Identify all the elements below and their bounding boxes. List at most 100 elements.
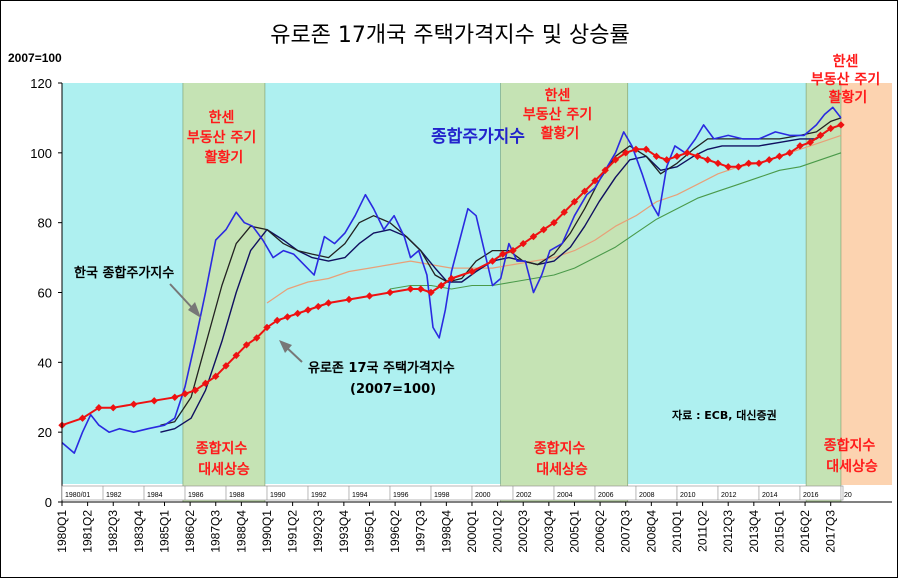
bull-label-1: 종합지수 대세상승 [196, 440, 252, 478]
housing-marker [447, 274, 456, 283]
boom-label-3-line3: 활황기 [829, 89, 868, 106]
x-tick-label: 2008Q4 [644, 510, 658, 553]
boom-label-2-line2: 부동산 주기 [523, 106, 592, 123]
x-tick-label: 1986Q2 [183, 510, 197, 553]
housing-marker [201, 379, 210, 387]
year-label: 1984 [147, 492, 163, 499]
y-tick-label: 40 [38, 355, 52, 370]
x-tick-label: 1996Q2 [388, 510, 402, 553]
housing-markers [58, 121, 845, 429]
housing-marker [673, 152, 681, 160]
x-tick-label: 1993Q4 [337, 510, 351, 553]
housing-marker [622, 149, 630, 157]
kospi-blue-label: 종합주가지수 [431, 126, 525, 147]
boom-label-3-line1: 한센 [833, 54, 859, 70]
year-label: 2002 [516, 492, 532, 499]
forecast-region [840, 83, 892, 485]
series-line-4 [266, 134, 842, 304]
housing-marker [437, 281, 445, 290]
housing-marker [386, 288, 394, 297]
boom-label-1-line2: 부동산 주기 [187, 129, 256, 146]
x-tick-label: 2012Q3 [721, 510, 735, 553]
housing-marker [212, 372, 220, 381]
housing-marker [283, 313, 292, 321]
y-axis-unit-label: 2007=100 [8, 51, 62, 65]
housing-marker [581, 187, 589, 195]
y-tick-label: 0 [45, 495, 52, 510]
housing-marker [663, 156, 671, 164]
bull-label-2: 종합지수 대세상승 [534, 440, 590, 478]
y-tick-label: 100 [30, 146, 52, 161]
year-label: 2016 [803, 492, 819, 499]
housing-marker [314, 302, 322, 311]
housing-marker [324, 299, 333, 307]
x-tick-label: 2017Q3 [824, 510, 838, 553]
x-tick-label: 2011Q2 [696, 510, 710, 552]
housing-marker [345, 295, 353, 304]
x-tick-label: 2013Q4 [747, 510, 761, 553]
housing-marker [745, 159, 753, 167]
year-label: 1980/01 [65, 492, 90, 499]
year-label: 2014 [762, 492, 778, 499]
series-line-1 [61, 106, 842, 454]
year-label: 2012 [721, 492, 737, 499]
boom-label-3-line2: 부동산 주기 [811, 71, 880, 88]
housing-marker [570, 198, 579, 206]
housing-marker [417, 285, 425, 293]
series-line-5 [389, 152, 842, 290]
x-tick-label: 2003Q4 [542, 510, 556, 553]
bull-label-2-line1: 종합지수 [534, 440, 586, 457]
y-tick-label: 80 [38, 216, 52, 231]
housing-marker [273, 316, 281, 325]
boom-label-2: 한센 부동산 주기 활황기 [523, 88, 597, 142]
bull-label-3: 종합지수 대세상승 [824, 437, 880, 475]
housing-marker [652, 152, 661, 160]
year-label: 1988 [229, 492, 245, 499]
annotations: 한센 부동산 주기 활황기 한센 부동산 주기 활황기 한센 부동산 주기 활황… [74, 54, 885, 478]
axes: 0 20 40 60 80 100 120 1980/01 1982 1984 1986 1988 19… [30, 76, 892, 553]
housing-marker [253, 334, 261, 342]
y-tick-label: 120 [30, 76, 52, 91]
x-tick-label: 1990Q1 [260, 510, 274, 553]
year-label: 1998 [434, 492, 450, 499]
housing-marker [130, 400, 138, 408]
kospi-pointer-arrow [169, 283, 201, 318]
source-note: 자료 : ECB, 대신증권 [672, 408, 777, 422]
x-tick-label: 2016Q2 [798, 510, 812, 553]
band-3 [806, 83, 841, 502]
year-label: 1996 [393, 492, 409, 499]
x-tick-label: 2015Q1 [773, 510, 787, 553]
boom-label-3: 한센 부동산 주기 활황기 [811, 54, 885, 106]
housing-marker [550, 218, 558, 227]
bull-label-2-line2: 대세상승 [536, 462, 588, 478]
boom-label-2-line3: 활황기 [541, 125, 580, 142]
x-tick-label: 1997Q3 [414, 510, 428, 553]
housing-series-label-1: 유로존 17국 주택가격지수 [308, 360, 455, 376]
housing-marker [406, 285, 415, 293]
boom-label-1-line3: 활황기 [205, 149, 244, 166]
housing-marker [427, 288, 435, 297]
housing-marker [540, 225, 548, 234]
year-label: 1986 [188, 492, 204, 499]
housing-marker [683, 149, 691, 157]
housing-marker [611, 156, 620, 164]
housing-marker [242, 341, 251, 349]
kospi-series-label: 한국 종합주가지수 [74, 265, 174, 281]
year-label: 2004 [557, 492, 573, 499]
bull-label-3-line2: 대세상승 [826, 459, 878, 475]
x-tick-label: 1988Q4 [234, 510, 248, 553]
x-tick-label: 2002Q3 [516, 510, 530, 553]
year-label: 1982 [106, 492, 122, 499]
housing-marker [181, 390, 189, 398]
chart-title: 유로존 17개국 주택가격지수 및 상승률 [270, 23, 630, 48]
housing-marker [468, 267, 476, 276]
housing-marker [263, 323, 271, 332]
housing-marker [560, 208, 568, 216]
year-label: 1994 [352, 492, 368, 499]
boom-label-2-line1: 한센 [545, 88, 571, 104]
housing-marker [765, 156, 773, 164]
x-tick-label: 1995Q1 [363, 510, 377, 553]
housing-marker [724, 163, 732, 171]
year-label: 1990 [270, 492, 286, 499]
